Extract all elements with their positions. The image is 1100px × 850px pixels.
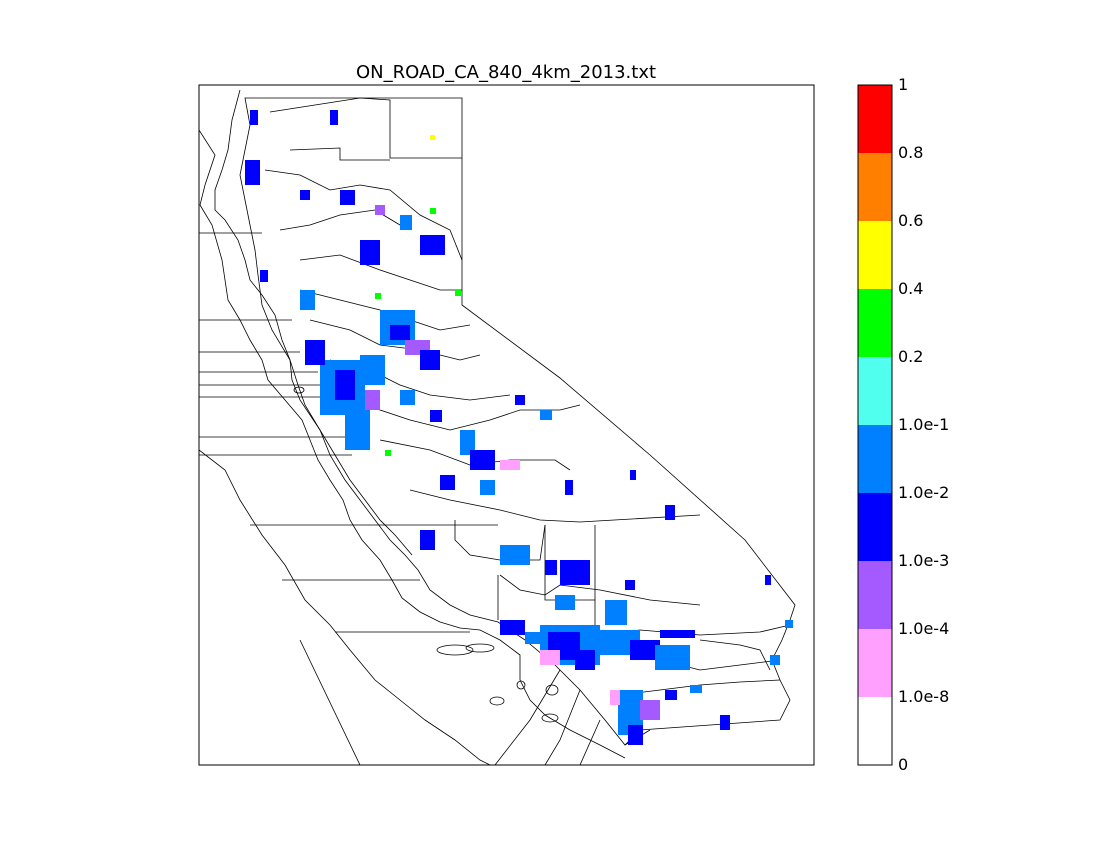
- colorbar-segment: [858, 85, 892, 153]
- offshore-boundary-2: [214, 89, 413, 556]
- emission-cells: [245, 110, 793, 745]
- colorbar-tick-label: 0.6: [898, 211, 923, 230]
- colorbar-frame: [857, 84, 893, 766]
- colorbar-tick-label: 1.0e-8: [898, 687, 949, 706]
- colorbar-tick-label: 0: [898, 755, 908, 774]
- colorbar-tick-label: 0.2: [898, 347, 923, 366]
- map-plot: [198, 84, 815, 766]
- colorbar-segment: [858, 561, 892, 629]
- colorbar-segment: [858, 697, 892, 765]
- colorbar-segment: [858, 289, 892, 357]
- colorbar-segment: [858, 425, 892, 493]
- colorbar-tick-label: 1.0e-3: [898, 551, 949, 570]
- colorbar-tick-label: 1.0e-4: [898, 619, 949, 638]
- colorbar-segment: [858, 357, 892, 425]
- plot-frame: [198, 84, 815, 766]
- channel-islands: [293, 386, 559, 723]
- colorbar-segment: [858, 493, 892, 561]
- colorbar-tick-label: 0.8: [898, 143, 923, 162]
- plot-background: [199, 85, 814, 765]
- colorbar-tick-label: 1.0e-1: [898, 415, 949, 434]
- colorbar-segment: [858, 221, 892, 289]
- colorbar-tick-label: 0.4: [898, 279, 923, 298]
- offshore-boundary-outer: [199, 449, 491, 765]
- colorbar-tick-label: 1.0e-2: [898, 483, 949, 502]
- offshore-boundary: [199, 129, 626, 759]
- colorbar: 0 1.0e-8 1.0e-4 1.0e-3 1.0e-2 1.0e-1 0.2 0.4 0.6…: [857, 75, 949, 774]
- chart-title: ON_ROAD_CA_840_4km_2013.txt: [356, 62, 656, 83]
- colorbar-segment: [858, 629, 892, 697]
- colorbar-segment: [858, 153, 892, 221]
- colorbar-tick-label: 1: [898, 75, 908, 94]
